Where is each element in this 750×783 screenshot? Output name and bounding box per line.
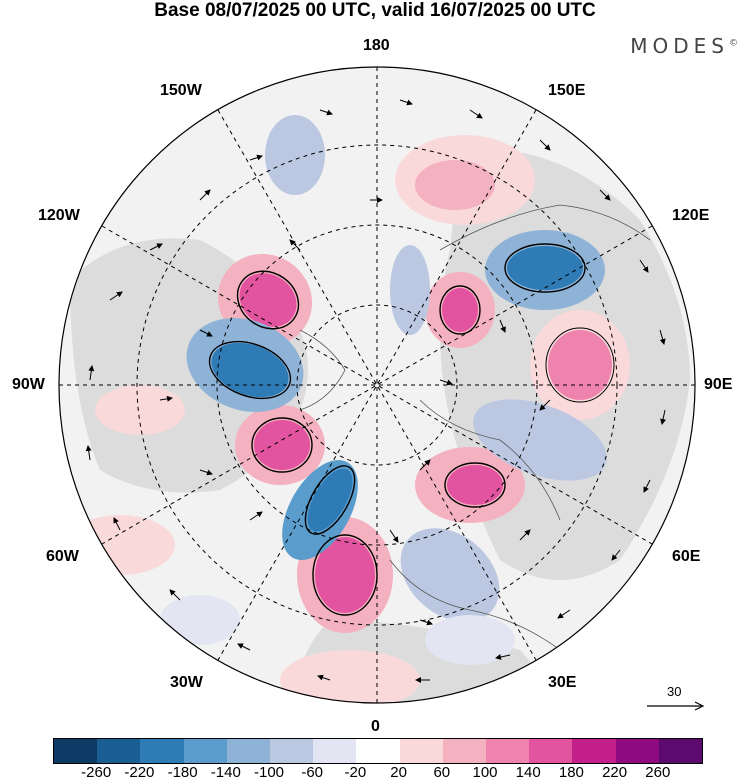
- colorbar-tick-label: 20: [390, 764, 407, 781]
- lon-label-180: 180: [363, 37, 390, 54]
- colorbar-cell: [97, 739, 141, 763]
- colorbar-cell: [140, 739, 185, 763]
- polar-map: [58, 66, 696, 704]
- lon-label-30e: 30E: [548, 674, 577, 691]
- colorbar-cell: [572, 739, 617, 763]
- lon-label-30w: 30W: [170, 674, 203, 691]
- lon-label-120e: 120E: [672, 207, 710, 224]
- colorbar-cell: [54, 739, 98, 763]
- lon-label-150w: 150W: [160, 82, 202, 99]
- colorbar-tick-label: -60: [301, 764, 324, 781]
- map-title: Base 08/07/2025 00 UTC, valid 16/07/2025…: [154, 0, 596, 21]
- colorbar-cell: [529, 739, 573, 763]
- colorbar-cell: [313, 739, 357, 763]
- colorbar-cell: [615, 739, 660, 763]
- lon-label-150e: 150E: [548, 82, 586, 99]
- lon-label-0: 0: [371, 718, 380, 735]
- colorbar-tick-label: 60: [433, 764, 451, 781]
- colorbar-tick-label: 180: [558, 764, 584, 781]
- colorbar-tick-label: -20: [344, 764, 367, 781]
- colorbar-tick-label: -100: [253, 764, 285, 781]
- lon-label-60e: 60E: [672, 548, 701, 565]
- colorbar-tick-label: 220: [602, 764, 628, 781]
- lon-label-120w: 120W: [38, 207, 80, 224]
- colorbar-tick-label: -260: [81, 764, 112, 781]
- colorbar-tick-label: -140: [210, 764, 241, 781]
- colorbar-cell: [486, 739, 530, 763]
- reference-vector-value: 30: [667, 684, 682, 699]
- lon-label-90e: 90E: [704, 376, 733, 393]
- lon-label-60w: 60W: [46, 548, 79, 565]
- colorbar: [53, 738, 703, 764]
- brand-logo: MODES©: [630, 34, 738, 58]
- lon-label-90w: 90W: [12, 376, 45, 393]
- colorbar-tick-label: 140: [515, 764, 541, 781]
- colorbar-cell: [442, 739, 487, 763]
- colorbar-cell: [226, 739, 271, 763]
- colorbar-cell: [183, 739, 228, 763]
- colorbar-cell: [356, 739, 401, 763]
- colorbar-cell: [270, 739, 314, 763]
- colorbar-cell: [658, 739, 703, 763]
- colorbar-cell: [399, 739, 444, 763]
- colorbar-tick-label: -220: [124, 764, 155, 781]
- map-border: [58, 66, 696, 704]
- colorbar-tick-label: 100: [472, 764, 498, 781]
- colorbar-tick-label: 260: [645, 764, 671, 781]
- colorbar-tick-label: -180: [167, 764, 198, 781]
